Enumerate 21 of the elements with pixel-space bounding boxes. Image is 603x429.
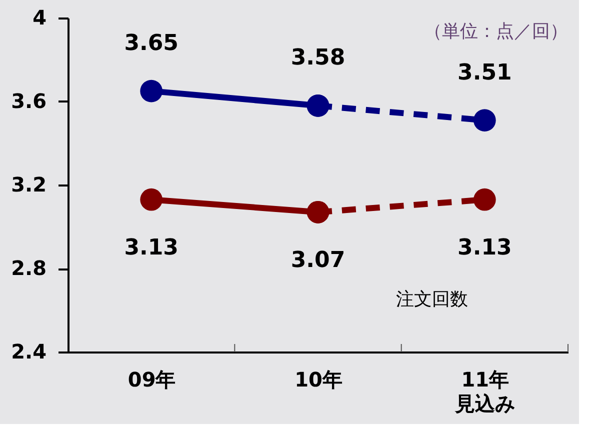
point [140,80,163,102]
data-label: 3.65 [124,31,178,56]
data-label: 3.13 [458,236,512,261]
point [473,188,496,211]
annotation: （単位：点／回） [424,21,568,42]
x-tick-label: 11年見込み [454,368,516,416]
point [306,200,330,224]
y-tick-label: 3.2 [11,172,46,196]
point [140,188,163,211]
text: 注文回数 [396,289,468,310]
y-tick-label: 2.4 [11,340,46,364]
data-label: 3.07 [290,248,346,274]
data-label: 3.13 [124,236,178,261]
y-tick-label: 4 [32,6,46,30]
y-tick-label: 3.6 [11,89,46,113]
x-tick-label: 10年 [294,368,342,392]
x-tick-label: 09年 [128,368,176,392]
point [473,109,496,132]
data-label: 3.58 [290,46,346,71]
data-label: 3.51 [458,60,512,86]
y-tick-label: 2.8 [11,256,46,280]
